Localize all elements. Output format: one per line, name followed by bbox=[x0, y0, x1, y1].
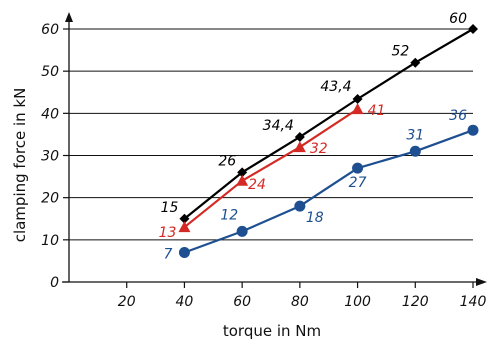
series-2-data-label-5: 36 bbox=[449, 108, 467, 124]
x-tick-label-80: 80 bbox=[291, 294, 309, 310]
series-2-point-0 bbox=[178, 246, 190, 258]
series-2-point-2 bbox=[294, 200, 306, 212]
y-tick-label-40: 40 bbox=[41, 106, 59, 122]
x-tick-label-20: 20 bbox=[118, 294, 136, 310]
y-tick-label-60: 60 bbox=[41, 22, 59, 38]
x-tick-label-120: 120 bbox=[402, 294, 429, 310]
series-2-data-label-0: 7 bbox=[164, 246, 173, 262]
series-0-data-label-3: 43,4 bbox=[320, 79, 351, 95]
series-2-point-3 bbox=[352, 162, 364, 174]
series-1-data-label-0: 13 bbox=[159, 225, 177, 241]
series-1-line bbox=[183, 108, 359, 229]
series-2-point-1 bbox=[236, 225, 248, 237]
y-tick-label-30: 30 bbox=[41, 149, 59, 165]
x-tick-label-100: 100 bbox=[344, 294, 371, 310]
series-2-data-label-3: 27 bbox=[349, 175, 367, 191]
series-0-data-label-5: 60 bbox=[449, 11, 467, 27]
series-2-line bbox=[184, 129, 474, 254]
y-axis-arrow bbox=[65, 12, 73, 22]
series-0-data-label-2: 34,4 bbox=[263, 118, 294, 134]
series bbox=[178, 24, 479, 258]
y-tick-label-50: 50 bbox=[41, 64, 59, 80]
series-2-point-4 bbox=[409, 145, 421, 157]
series-0-data-label-4: 52 bbox=[391, 44, 409, 60]
data-labels: 15 26 34,4 43,4 52 60 13 24 32 41 7 12 18 27 31 36 bbox=[159, 11, 467, 262]
series-1-data-label-2: 32 bbox=[310, 141, 328, 157]
series-1-data-label-3: 41 bbox=[368, 103, 386, 119]
y-axis-title: clamping force in kN bbox=[11, 88, 29, 243]
y-tick-label-10: 10 bbox=[41, 233, 59, 249]
series-1-data-label-1: 24 bbox=[248, 177, 266, 193]
series-1-point-0 bbox=[178, 221, 191, 233]
series-0-data-label-1: 26 bbox=[218, 153, 236, 169]
series-0-point-0 bbox=[179, 213, 190, 224]
series-2-data-label-2: 18 bbox=[306, 210, 324, 226]
series-1-point-2 bbox=[293, 141, 306, 153]
x-tick-label-140: 140 bbox=[460, 294, 487, 310]
series-0-point-1 bbox=[237, 167, 248, 178]
series-0-point-4 bbox=[410, 57, 421, 68]
y-tick-label-20: 20 bbox=[41, 191, 59, 207]
series-0-data-label-0: 15 bbox=[161, 200, 179, 216]
x-axis-title: torque in Nm bbox=[223, 322, 321, 340]
series-0-point-3 bbox=[352, 93, 363, 104]
x-axis-arrow bbox=[476, 278, 487, 286]
series-0-line bbox=[183, 28, 474, 220]
series-1-point-1 bbox=[236, 174, 249, 186]
series-1-point-3 bbox=[351, 103, 364, 115]
tick-labels: 0 10 20 30 40 50 60 20 40 60 80 100 120 140 bbox=[41, 22, 486, 310]
series-2-point-5 bbox=[467, 124, 479, 136]
series-2-data-label-4: 31 bbox=[406, 127, 424, 143]
series-0-point-5 bbox=[468, 24, 478, 34]
series-2-data-label-1: 12 bbox=[220, 207, 238, 223]
y-tick-label-0: 0 bbox=[50, 275, 59, 291]
series-0-point-2 bbox=[294, 131, 305, 142]
x-tick-label-60: 60 bbox=[233, 294, 251, 310]
axes bbox=[62, 12, 487, 286]
x-tick-label-40: 40 bbox=[176, 294, 194, 310]
